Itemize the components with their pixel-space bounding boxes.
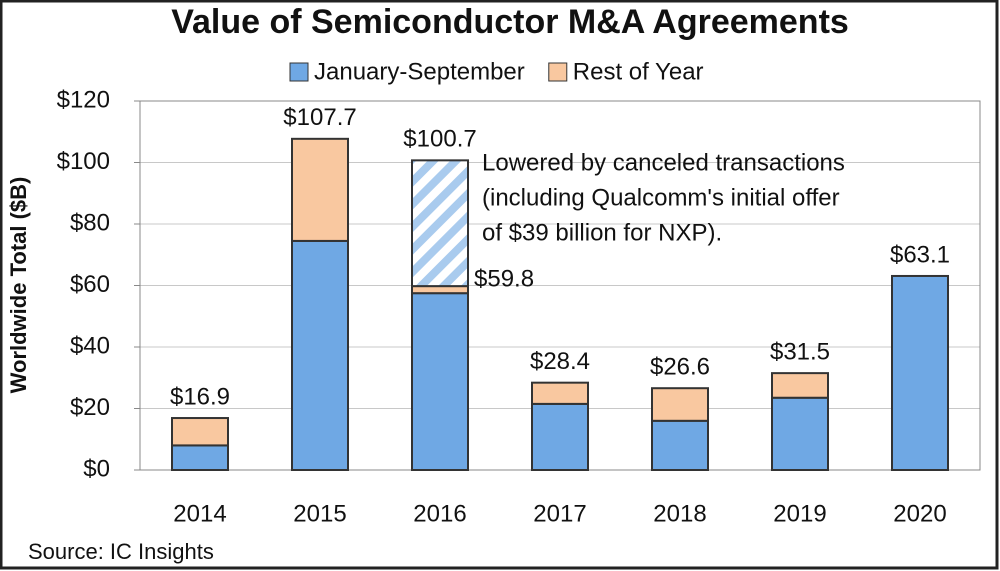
bar-segment: [171, 444, 229, 471]
bar-segment: [531, 402, 589, 472]
bar-segment: [651, 419, 709, 471]
bar-segment: [771, 372, 829, 399]
x-tick-label: 2014: [173, 500, 226, 527]
y-tick-label: $20: [70, 394, 110, 421]
bar-segment: [171, 417, 229, 447]
annotation: Lowered by canceled transactions: [482, 149, 845, 176]
total-label: $28.4: [530, 348, 590, 375]
x-tick-label: 2015: [293, 500, 346, 527]
annotation: of $39 billion for NXP).: [482, 219, 722, 246]
total-label: $31.5: [770, 338, 830, 365]
bar-segment: [531, 381, 589, 405]
chart-title: Value of Semiconductor M&A Agreements: [171, 3, 849, 41]
bar-segment: [291, 239, 349, 471]
total-label: $63.1: [890, 241, 950, 268]
y-tick-label: $80: [70, 209, 110, 236]
x-tick-label: 2020: [893, 500, 946, 527]
legend-swatch: [548, 62, 568, 82]
y-axis-label: Worldwide Total ($B): [6, 177, 31, 394]
y-tick-label: $60: [70, 271, 110, 298]
bar-segment: [771, 396, 829, 471]
y-tick-label: $100: [57, 148, 110, 175]
legend-swatch: [289, 62, 309, 82]
y-tick-label: $0: [83, 455, 110, 482]
y-tick-label: $120: [57, 86, 110, 113]
canceled-segment: [411, 159, 469, 288]
total-label: $100.7: [403, 126, 476, 153]
total-label: $59.8: [474, 265, 534, 292]
total-label: $26.6: [650, 354, 710, 381]
bar-segment: [291, 137, 349, 242]
x-tick-label: 2019: [773, 500, 826, 527]
bar-segment: [891, 274, 949, 471]
x-tick-label: 2017: [533, 500, 586, 527]
total-label: $107.7: [283, 104, 356, 131]
bar-segment: [651, 387, 709, 422]
legend-label: Rest of Year: [573, 58, 704, 85]
x-tick-label: 2018: [653, 500, 706, 527]
x-tick-label: 2016: [413, 500, 466, 527]
bar-segment: [411, 292, 469, 471]
annotation: (including Qualcomm's initial offer: [482, 184, 840, 211]
y-tick-label: $40: [70, 332, 110, 359]
source: Source: IC Insights: [28, 539, 214, 564]
total-label: $16.9: [170, 383, 230, 410]
bar-segment: [411, 285, 469, 295]
legend-label: January-September: [314, 58, 525, 85]
